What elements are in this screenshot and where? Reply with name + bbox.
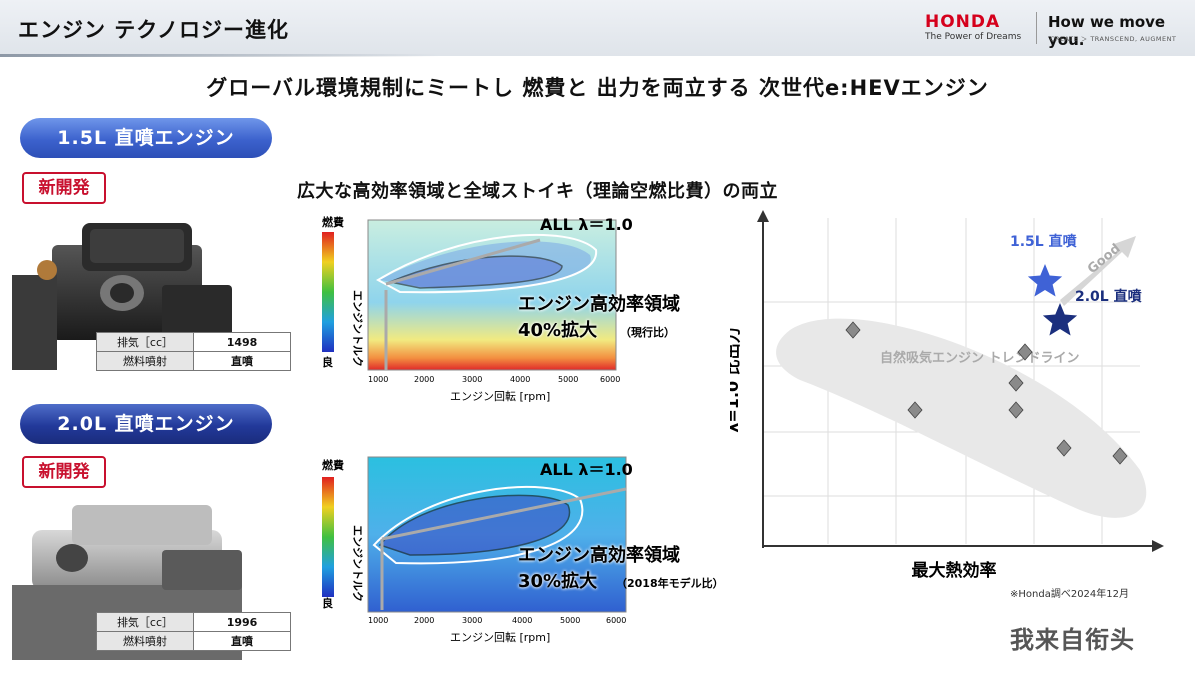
honda-slogan: The Power of Dreams	[925, 32, 1022, 42]
x-tick: 1000	[368, 616, 388, 625]
spec-key: 排気［cc］	[96, 612, 194, 632]
tagline-sub: CREATE ＞ TRANSCEND, AUGMENT	[1050, 35, 1177, 43]
x-tick: 5000	[558, 375, 578, 384]
header-rule	[0, 54, 440, 57]
scale-bottom-label: 良	[322, 355, 333, 369]
lambda-label-15: ALL λ＝1.0	[540, 215, 633, 234]
spec-row: 排気［cc］ 1996	[96, 612, 291, 632]
new-badge-15: 新開発	[22, 172, 106, 204]
engine-20-pill: 2.0L 直噴エンジン	[20, 404, 272, 444]
trend-label: 自然吸気エンジン トレンドライン	[880, 350, 1080, 366]
main-title: グローバル環境規制にミートし 燃費と 出力を両立する 次世代e:HEVエンジン	[206, 76, 989, 100]
x-tick: 3000	[462, 375, 482, 384]
scatter-point	[1017, 343, 1033, 361]
watermark: 我来自衔头	[1010, 626, 1135, 654]
spec-value: 1498	[193, 332, 291, 352]
spec-key: 燃料噴射	[96, 351, 194, 371]
good-label: Good	[1085, 241, 1124, 277]
scatter-point	[845, 321, 861, 339]
highlight-label: 1.5L 直噴	[1010, 233, 1078, 250]
y-axis-label: エンジントルク	[351, 290, 364, 367]
y-axis-label: エンジントルク	[351, 525, 364, 602]
honda-logo: HONDA The Power of Dreams	[925, 12, 1025, 42]
spec-row: 燃料噴射 直噴	[96, 631, 291, 651]
highlight-star	[1027, 264, 1063, 297]
x-axis-label: エンジン回転 [rpm]	[450, 631, 550, 644]
engine-15-pill: 1.5L 直噴エンジン	[20, 118, 272, 158]
comparison-note-20: （2018年モデル比）	[616, 576, 724, 590]
x-tick: 6000	[600, 375, 620, 384]
spec-value: 直噴	[193, 351, 291, 371]
x-tick: 2000	[414, 375, 434, 384]
spec-value: 直噴	[193, 631, 291, 651]
expansion-label-20: 30%拡大	[518, 570, 597, 592]
spec-row: 排気［cc］ 1498	[96, 332, 291, 352]
efficiency-map-15: 燃費 良 エンジントルク ALL λ＝1.0 エンジン高効率領域 40%拡大 （…	[321, 215, 680, 403]
brand-divider	[1036, 12, 1037, 44]
honda-name: HONDA	[925, 12, 1001, 32]
new-badge-20: 新開発	[22, 456, 106, 488]
scatter-point	[1112, 447, 1128, 465]
x-tick-group: 1000 2000 3000 4000 5000 6000	[368, 375, 620, 384]
x-axis-arrow	[1152, 540, 1164, 552]
y-axis-arrow	[757, 210, 769, 222]
scatter-point	[907, 401, 923, 419]
highlight-star	[1042, 303, 1078, 336]
region-label-20: エンジン高効率領域	[518, 544, 680, 566]
spec-key: 排気［cc］	[96, 332, 194, 352]
deck-title: エンジン テクノロジー進化	[18, 18, 290, 42]
spec-value: 1996	[193, 612, 291, 632]
engine-20-spec-table: 排気［cc］ 1996 燃料噴射 直噴	[96, 612, 291, 651]
tagline: How we move you.	[1048, 13, 1166, 49]
expansion-label-15: 40%拡大	[518, 319, 597, 341]
x-tick: 1000	[368, 375, 388, 384]
maps-heading: 広大な高効率領域と全域ストイキ（理論空燃比費）の両立	[297, 181, 778, 202]
scatter-y-label: λ=1.0 比出力	[730, 327, 742, 432]
source-note: ※Honda調べ2024年12月	[1010, 589, 1130, 600]
scale-bottom-label: 良	[322, 596, 333, 610]
scatter-point	[1056, 439, 1072, 457]
x-tick: 4000	[510, 375, 530, 384]
efficiency-map-20: 燃費 良 エンジントルク ALL λ＝1.0 エンジン高効率領域 30%拡大 （…	[321, 456, 724, 644]
scatter-point	[1008, 401, 1024, 419]
x-tick: 2000	[414, 616, 434, 625]
x-tick: 4000	[512, 616, 532, 625]
lambda-label-20: ALL λ＝1.0	[540, 460, 633, 479]
engine-15-image	[12, 223, 232, 370]
good-arrow	[1060, 236, 1136, 306]
trend-band	[776, 318, 1147, 518]
x-axis-label: エンジン回転 [rpm]	[450, 390, 550, 403]
region-label-15: エンジン高効率領域	[518, 293, 680, 315]
highlight-label: 2.0L 直噴	[1075, 288, 1143, 305]
spec-key: 燃料噴射	[96, 631, 194, 651]
x-tick-group: 1000 2000 3000 4000 5000 6000	[368, 616, 626, 625]
header-band	[0, 0, 1195, 56]
scale-top-label: 燃費	[321, 215, 344, 229]
scatter-x-label: 最大熱効率	[912, 560, 997, 581]
scale-top-label: 燃費	[321, 458, 344, 472]
spec-row: 燃料噴射 直噴	[96, 351, 291, 371]
x-tick: 3000	[462, 616, 482, 625]
comparison-note-15: （現行比）	[620, 325, 675, 339]
x-tick: 6000	[606, 616, 626, 625]
scatter-point	[1008, 374, 1024, 392]
x-tick: 5000	[560, 616, 580, 625]
engine-15-spec-table: 排気［cc］ 1498 燃料噴射 直噴	[96, 332, 291, 371]
scatter-chart: 自然吸気エンジン トレンドライン Good 1.5L 直噴 2.0L 直噴 λ=1…	[730, 210, 1164, 581]
